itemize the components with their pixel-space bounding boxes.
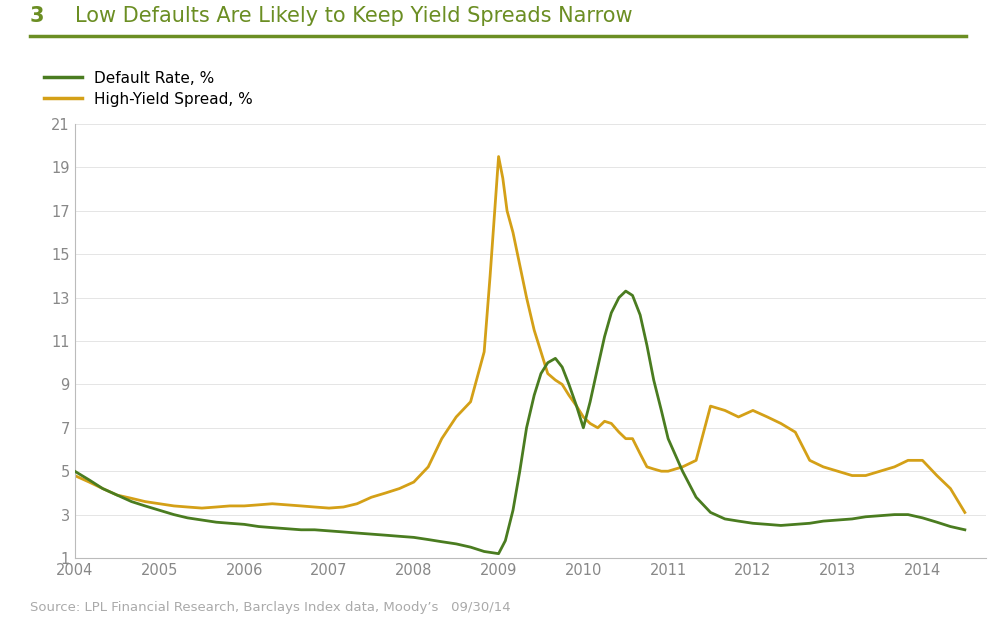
Text: Source: LPL Financial Research, Barclays Index data, Moody’s   09/30/14: Source: LPL Financial Research, Barclays…: [30, 601, 511, 614]
Text: Low Defaults Are Likely to Keep Yield Spreads Narrow: Low Defaults Are Likely to Keep Yield Sp…: [75, 6, 632, 25]
Text: 3: 3: [30, 6, 45, 25]
Legend: Default Rate, %, High-Yield Spread, %: Default Rate, %, High-Yield Spread, %: [38, 64, 259, 113]
